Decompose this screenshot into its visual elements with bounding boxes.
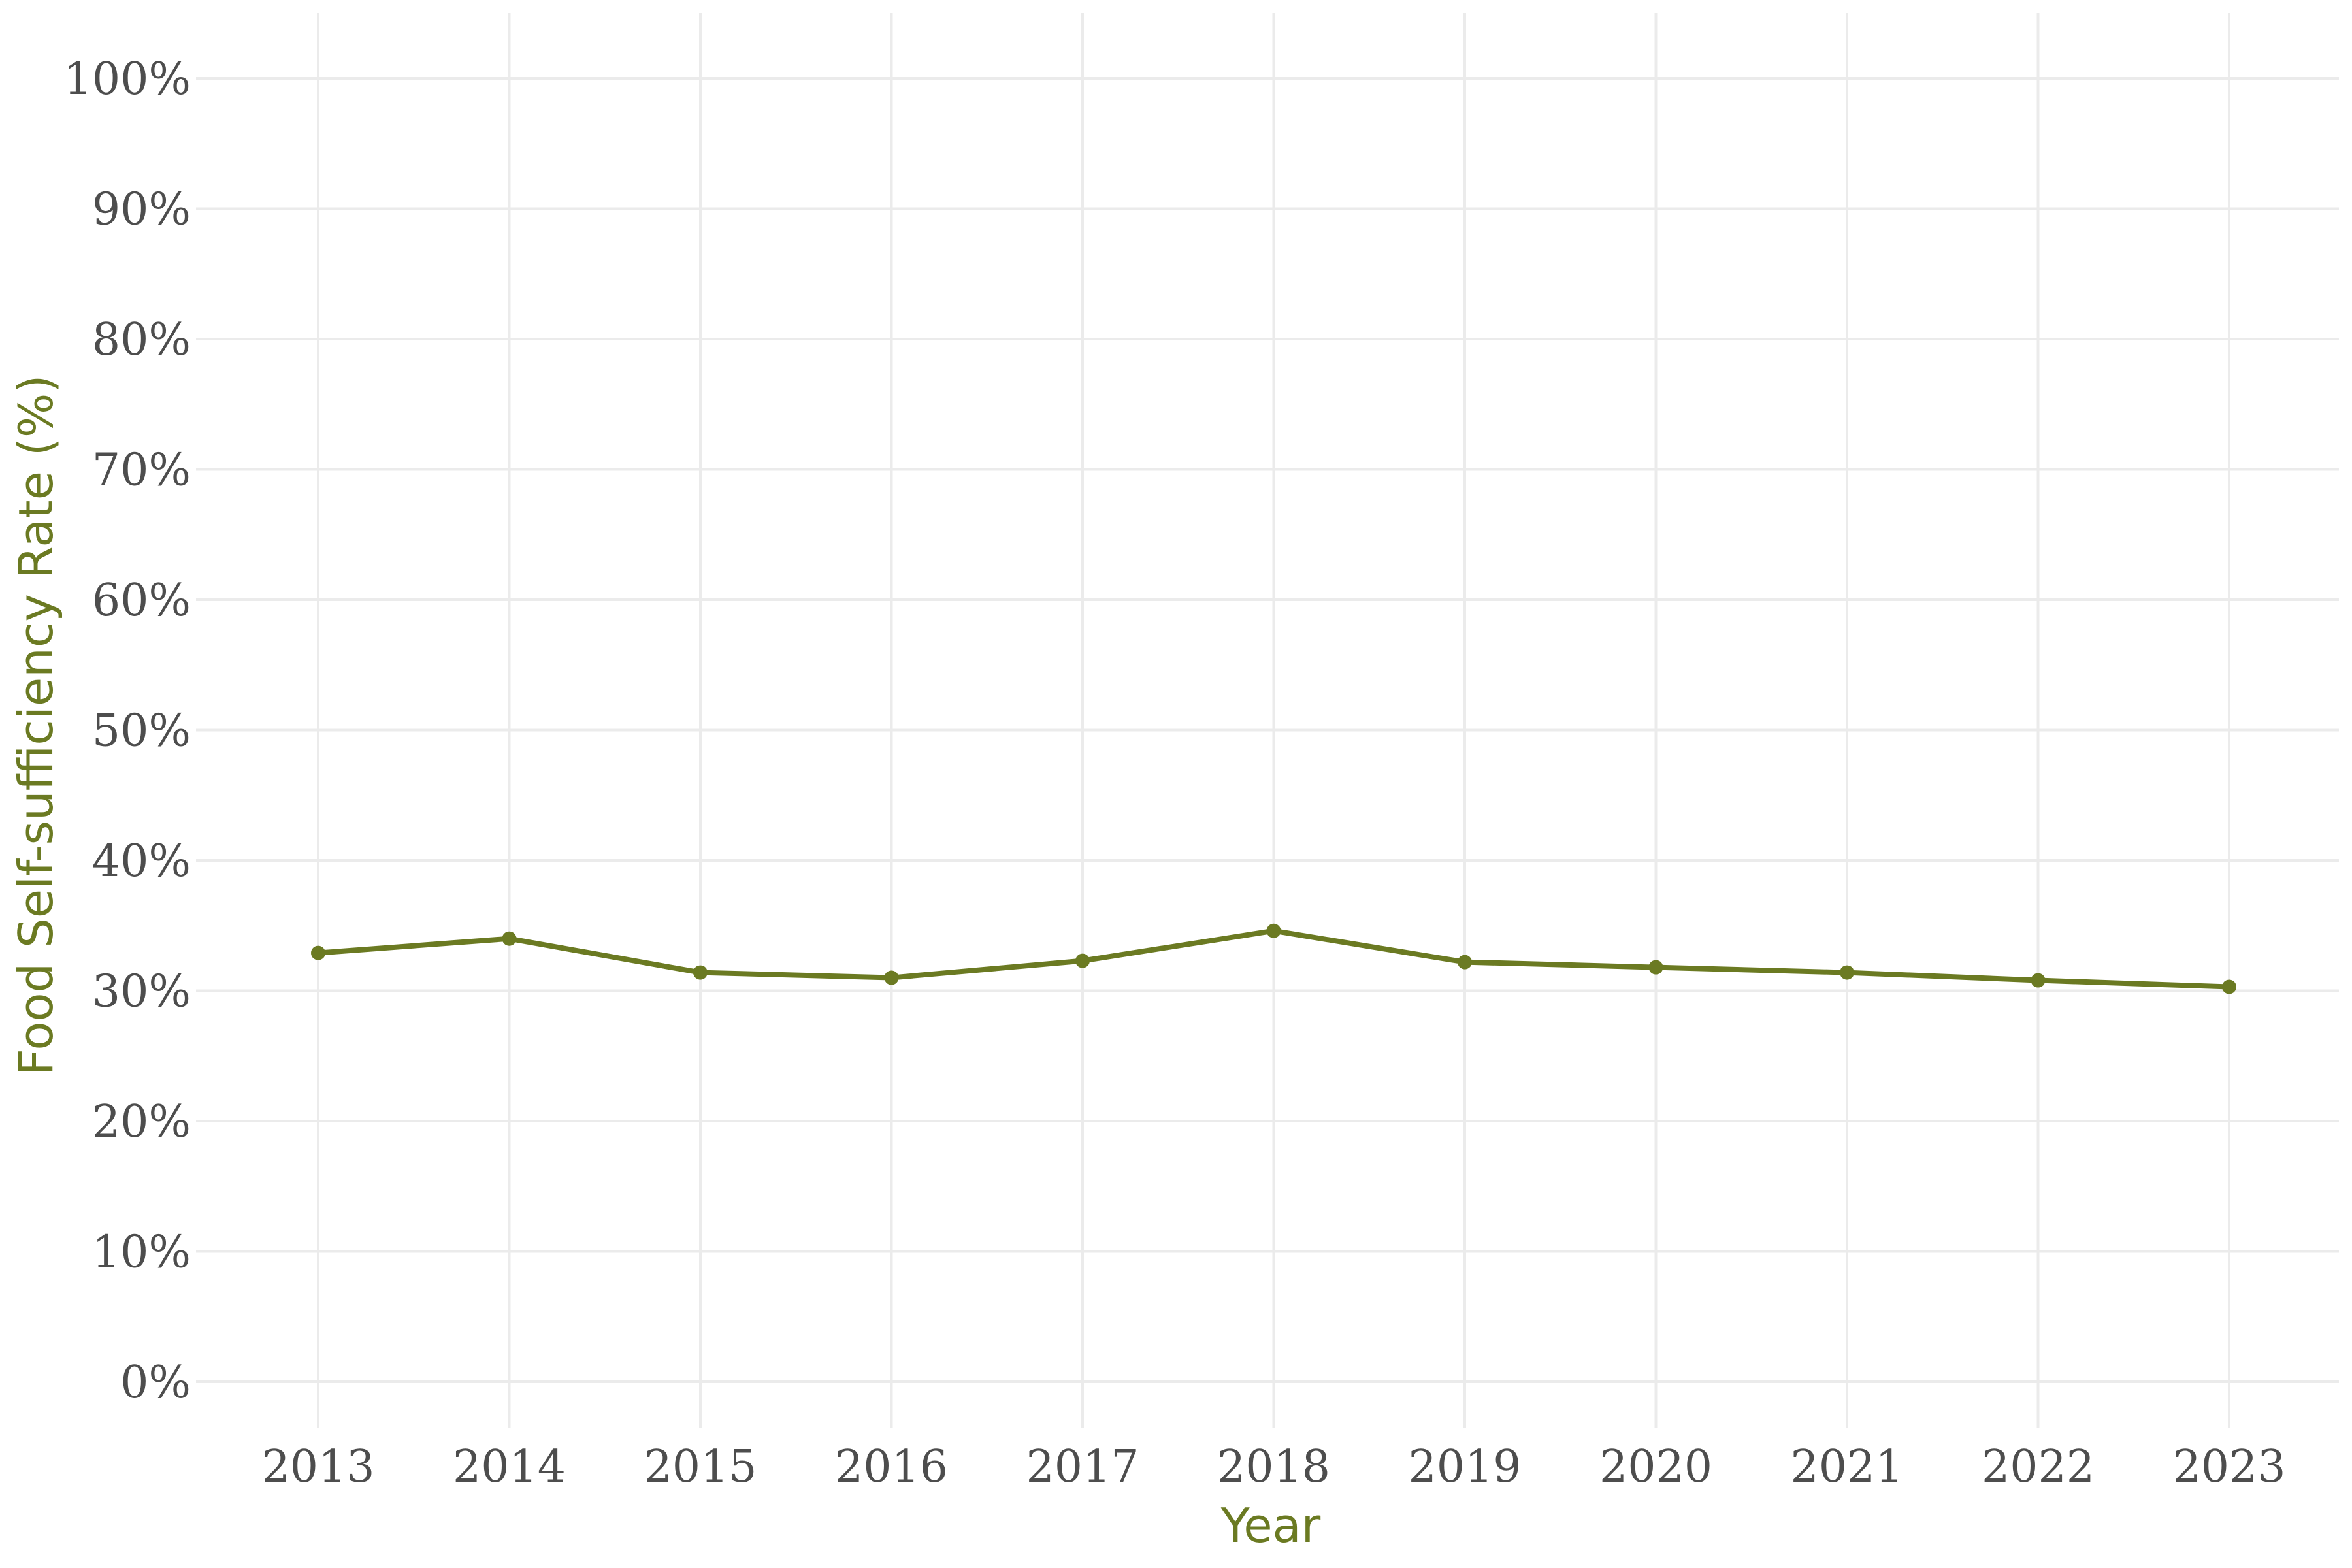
y-tick-label: 10% <box>92 1227 191 1279</box>
y-axis-title: Food Self-sufficiency Rate (%) <box>8 375 63 1076</box>
x-tick-label: 2021 <box>1790 1441 1903 1493</box>
x-tick-label: 2017 <box>1026 1441 1139 1493</box>
y-tick-label: 60% <box>92 575 191 627</box>
x-tick-label: 2013 <box>261 1441 374 1493</box>
data-point <box>502 931 517 946</box>
x-tick-label: 2015 <box>644 1441 757 1493</box>
x-tick-label: 2016 <box>835 1441 948 1493</box>
data-point <box>2031 973 2046 988</box>
y-tick-label: 20% <box>92 1096 191 1148</box>
x-tick-label: 2020 <box>1599 1441 1712 1493</box>
data-point <box>1648 960 1663 975</box>
data-point <box>884 970 899 985</box>
x-tick-label: 2018 <box>1217 1441 1330 1493</box>
series-layer <box>311 923 2236 994</box>
x-gridlines <box>317 13 2230 1428</box>
data-point <box>2222 979 2236 994</box>
data-point <box>311 945 325 960</box>
y-tick-label: 70% <box>92 445 191 497</box>
y-tick-label: 100% <box>64 54 191 105</box>
x-tick-label: 2014 <box>453 1441 566 1493</box>
x-tick-label: 2023 <box>2172 1441 2285 1493</box>
y-tick-labels: 0% 10% 20% 30% 40% 50% 60% 70% 80% 90% 100% <box>64 54 191 1409</box>
y-tick-label: 0% <box>120 1357 191 1409</box>
y-tick-label: 30% <box>92 966 191 1018</box>
data-point <box>1075 953 1090 968</box>
x-tick-label: 2022 <box>1982 1441 2095 1493</box>
y-tick-label: 90% <box>92 184 191 236</box>
data-point <box>693 965 708 980</box>
y-tick-label: 40% <box>92 836 191 887</box>
x-axis-title: Year <box>1220 1498 1321 1553</box>
y-tick-label: 50% <box>92 706 191 757</box>
data-point <box>1840 965 1854 980</box>
y-gridlines <box>196 77 2339 1383</box>
x-tick-labels: 2013 2014 2015 2016 2017 2018 2019 2020 2021 2022… <box>261 1441 2285 1493</box>
x-tick-label: 2019 <box>1408 1441 1521 1493</box>
data-point <box>1458 955 1472 970</box>
data-point <box>1266 923 1281 938</box>
y-tick-label: 80% <box>92 314 191 366</box>
